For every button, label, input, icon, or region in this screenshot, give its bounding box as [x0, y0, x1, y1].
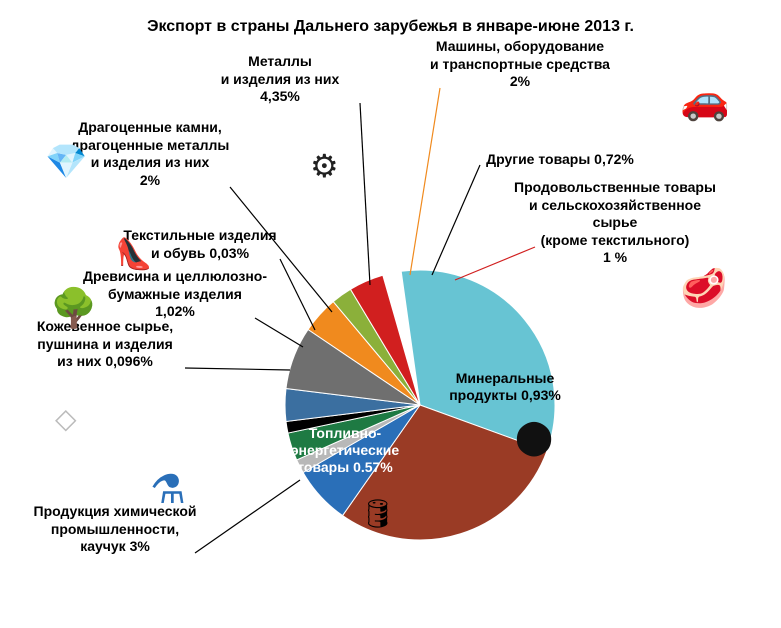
leader-line-7: [360, 103, 370, 285]
slice-label-0: Минеральные продукты 0,93%: [425, 370, 585, 404]
gem-icon: 💎: [45, 145, 87, 179]
slice-label-4: Древисина и целлюлозно- бумажные изделия…: [65, 268, 285, 321]
car-icon: 🚗: [680, 80, 730, 120]
meat-icon: 🥩: [680, 270, 727, 308]
leader-line-9: [432, 165, 480, 275]
slice-label-8: Машины, оборудование и транспортные сред…: [410, 38, 630, 91]
slice-label-2: Продукция химической промышленности, кау…: [5, 503, 225, 556]
chart-title: Экспорт в страны Дальнего зарубежья в ян…: [0, 18, 781, 36]
leader-line-8: [410, 88, 440, 275]
gear-icon: ⚙: [310, 150, 339, 182]
stones-icon: ⬤: [515, 420, 553, 454]
slice-label-7: Металлы и изделия из них 4,35%: [170, 53, 390, 106]
pie-chart: [285, 270, 555, 540]
tree-icon: 🌳: [50, 290, 97, 328]
slice-label-3: Кожевенное сырье, пушнина и изделия из н…: [0, 318, 215, 371]
flask-icon: ⚗: [150, 470, 186, 510]
shoe-icon: 👠: [115, 240, 152, 270]
slice-label-9: Другие товары 0,72%: [450, 151, 670, 169]
barrel-icon: 🛢: [360, 500, 396, 528]
slice-label-10: Продовольственные товары и сельскохозяйс…: [505, 179, 725, 267]
pie-chart-container: Экспорт в страны Дальнего зарубежья в ян…: [0, 0, 781, 628]
slice-label-1: Топливно- энергетические товары 0.57%: [265, 425, 425, 475]
fur-icon: ◇: [55, 405, 77, 433]
